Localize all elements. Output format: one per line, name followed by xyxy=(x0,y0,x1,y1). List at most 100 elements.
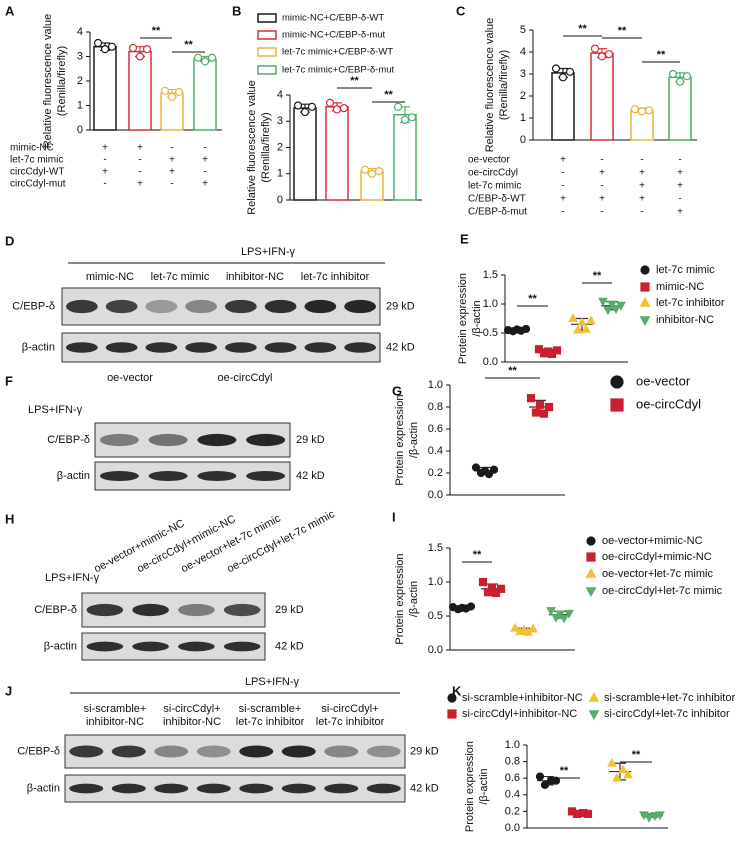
y-tick-label: 1.0 xyxy=(428,576,443,588)
treatment-label: LPS+IFN-γ xyxy=(28,404,83,416)
blot-band xyxy=(99,433,139,447)
data-point xyxy=(586,315,596,325)
significance-label: ** xyxy=(384,89,393,101)
condition-label: let-7c mimic xyxy=(10,155,63,166)
legend-label: oe-circCdyl+mimic-NC xyxy=(602,551,712,563)
blot-band xyxy=(196,783,231,794)
data-point xyxy=(637,107,647,116)
condition-label: mimic-NC xyxy=(10,143,54,154)
blot-band xyxy=(344,342,377,353)
y-tick-label: 2 xyxy=(520,90,526,102)
data-point xyxy=(521,324,531,334)
blot-band xyxy=(86,603,124,617)
data-point xyxy=(526,394,536,403)
legend-marker xyxy=(585,567,597,578)
condition-label: oe-circCdyl xyxy=(468,168,518,179)
data-point xyxy=(142,45,152,54)
legend-label: inhibitor-NC xyxy=(656,314,714,326)
blot-band xyxy=(304,342,337,353)
condition-mark: + xyxy=(639,194,645,205)
size-label: 29 kD xyxy=(296,434,325,446)
significance-label: ** xyxy=(632,749,641,761)
y-tick-label: 0.5 xyxy=(428,610,443,622)
y-tick-label: 0.2 xyxy=(428,467,443,479)
data-point xyxy=(174,87,184,97)
condition-mark: - xyxy=(640,155,643,166)
y-tick-label: 4 xyxy=(77,26,83,38)
condition-mark: - xyxy=(640,207,643,218)
y-axis-label: Protein expression xyxy=(394,394,406,485)
data-point xyxy=(623,769,633,779)
data-point xyxy=(573,324,583,334)
y-tick-label: 0 xyxy=(277,194,283,206)
size-label: 42 kD xyxy=(386,341,415,353)
data-point xyxy=(603,306,613,316)
data-point xyxy=(207,53,217,62)
data-point xyxy=(307,102,317,111)
condition-label: let-7c mimic xyxy=(468,181,521,192)
blot-band xyxy=(148,470,188,482)
data-point xyxy=(607,757,617,767)
y-tick-label: 0.8 xyxy=(505,756,520,768)
data-point xyxy=(128,43,138,53)
y-tick-label: 1 xyxy=(277,168,283,180)
panel-label: I xyxy=(392,509,396,524)
data-point xyxy=(598,297,608,307)
blot-band xyxy=(304,299,337,314)
data-point xyxy=(577,317,587,326)
legend-marker xyxy=(447,709,457,719)
legend-label: let-7c mimic xyxy=(656,264,715,276)
bar xyxy=(590,52,614,141)
condition-mark: + xyxy=(202,179,208,190)
data-point xyxy=(393,102,403,111)
condition-mark: - xyxy=(600,155,603,166)
data-point xyxy=(471,463,481,472)
y-axis-label: Relative fluorescence value xyxy=(246,80,258,215)
size-label: 29 kD xyxy=(386,300,415,312)
condition-mark: + xyxy=(560,155,566,166)
y-axis-label: (Renilla/firefly) xyxy=(260,112,272,182)
legend-swatch xyxy=(257,30,277,40)
data-point xyxy=(193,53,203,62)
blot-band xyxy=(264,342,297,353)
condition-mark: - xyxy=(170,143,173,154)
data-point xyxy=(360,165,370,174)
y-tick-label: 0.0 xyxy=(505,822,520,834)
y-axis-label: /β-actin xyxy=(408,581,420,617)
legend-label: oe-circCdyl+let-7c mimic xyxy=(602,585,723,597)
legend-swatch xyxy=(257,47,277,57)
y-tick-label: 5 xyxy=(520,24,526,36)
bar xyxy=(93,45,117,131)
y-axis-label: (Renilla/firefly) xyxy=(498,50,510,120)
data-point xyxy=(107,42,117,51)
condition-label: circCdyl-mut xyxy=(10,179,66,190)
data-point xyxy=(564,609,574,619)
data-point xyxy=(552,346,562,355)
condition-mark: - xyxy=(170,179,173,190)
data-point xyxy=(539,409,549,418)
y-tick-label: 1 xyxy=(520,112,526,124)
lane-label: mimic-NC xyxy=(86,271,134,283)
size-label: 42 kD xyxy=(410,782,439,794)
condition-label: C/EBP-δ-mut xyxy=(468,207,527,218)
bar xyxy=(128,50,152,131)
legend-marker xyxy=(585,587,597,598)
blot-band xyxy=(239,745,274,758)
blot-band xyxy=(366,783,401,794)
blot-band xyxy=(224,342,257,353)
significance-label: ** xyxy=(528,293,537,305)
condition-mark: - xyxy=(138,167,141,178)
condition-mark: + xyxy=(677,168,683,179)
significance-label: ** xyxy=(578,23,587,35)
y-tick-label: 4 xyxy=(520,46,526,58)
data-point xyxy=(496,584,506,593)
condition-mark: + xyxy=(202,155,208,166)
condition-mark: + xyxy=(560,194,566,205)
condition-label: oe-vector xyxy=(468,155,510,166)
panel-label: C xyxy=(456,3,466,18)
condition-mark: + xyxy=(137,143,143,154)
significance-label: ** xyxy=(508,365,517,377)
blot-band xyxy=(224,299,257,314)
treatment-label: LPS+IFN-γ xyxy=(45,572,100,584)
y-tick-label: 0 xyxy=(520,134,526,146)
